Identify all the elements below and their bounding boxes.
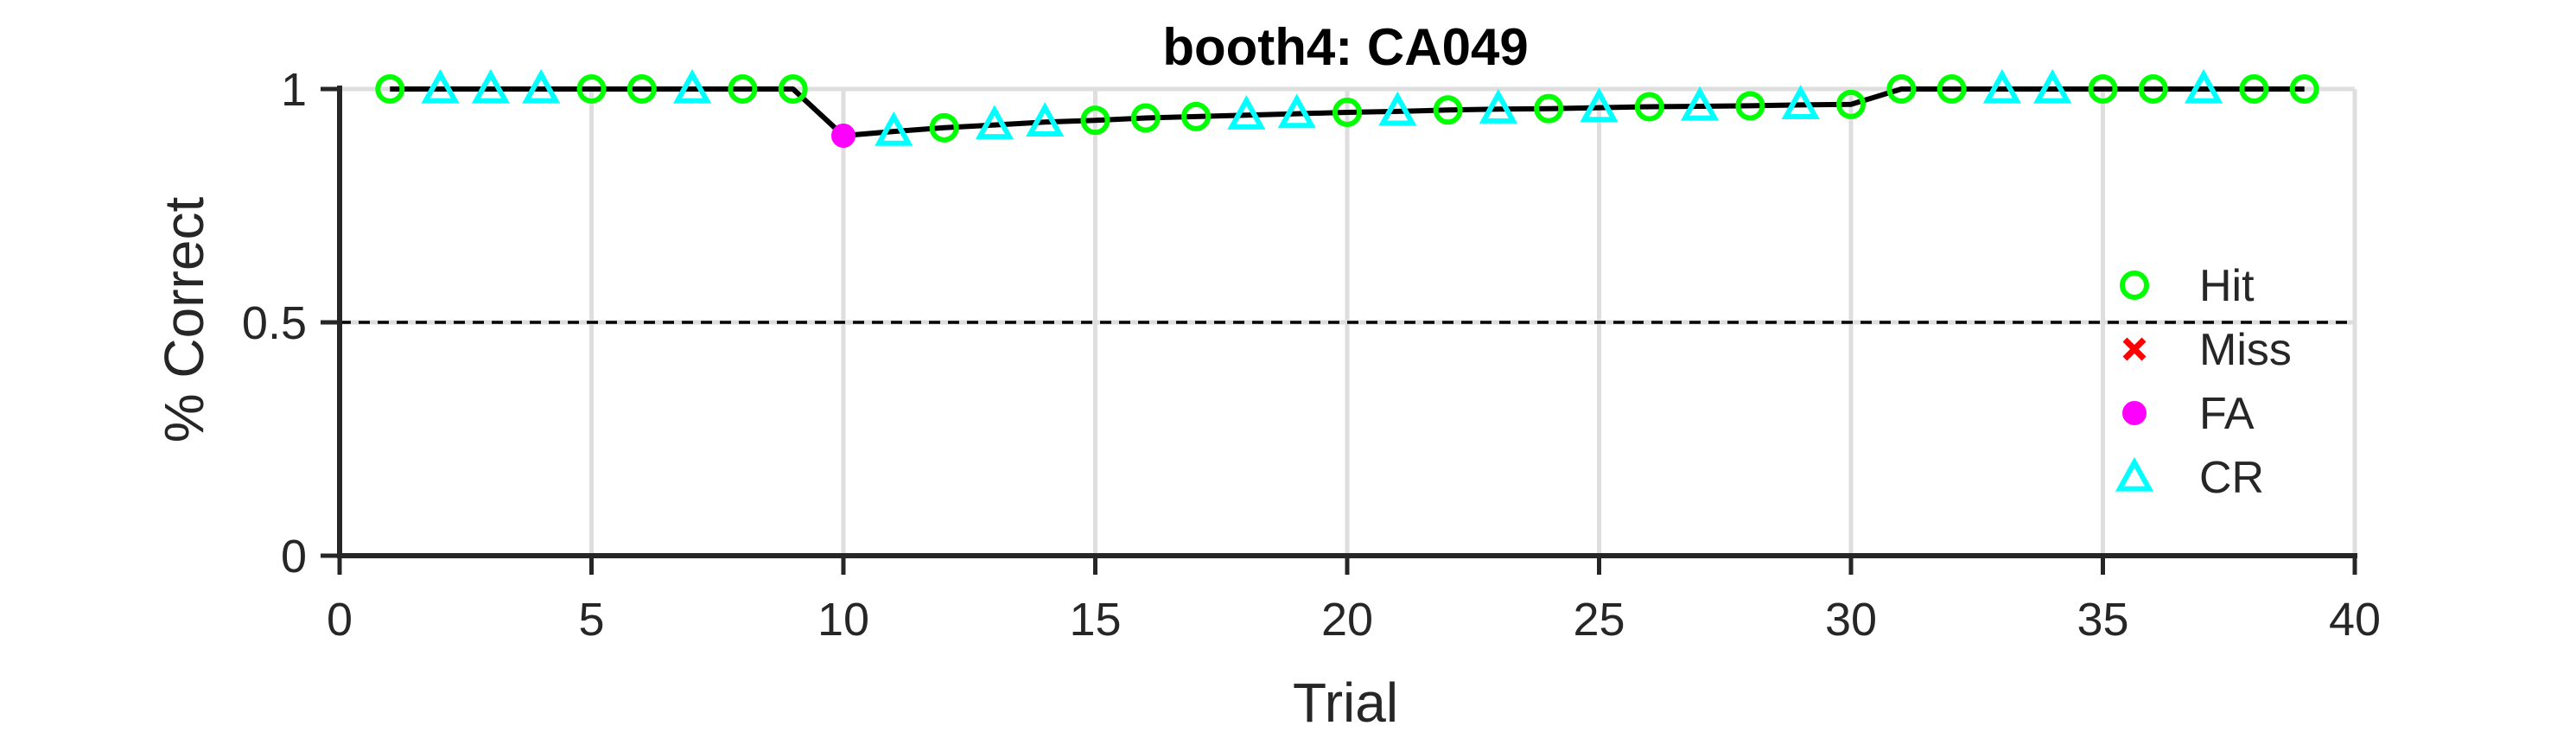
- data-point-hit: [1937, 74, 1967, 104]
- data-point-cr: [1479, 89, 1517, 124]
- y-tick-label: 1: [281, 64, 307, 116]
- data-point-hit: [778, 74, 808, 104]
- data-point-cr: [875, 111, 913, 146]
- data-point-hit: [1130, 103, 1161, 133]
- data-point-hit: [929, 112, 959, 143]
- data-point-hit: [1181, 101, 1212, 131]
- data-point-hit: [2138, 74, 2168, 104]
- legend-marker-miss: [2122, 337, 2147, 361]
- data-point-hit: [576, 74, 607, 104]
- data-point-hit: [1080, 105, 1110, 136]
- data-point-hit: [2239, 74, 2269, 104]
- legend-label-miss: Miss: [2199, 325, 2292, 375]
- chart-title: booth4: CA049: [1162, 18, 1528, 76]
- x-tick-label: 0: [327, 594, 353, 646]
- x-tick-label: 35: [2077, 594, 2128, 646]
- data-point-hit: [1634, 92, 1664, 122]
- x-tick-label: 25: [1573, 594, 1625, 646]
- series-line: [390, 86, 2305, 138]
- legend-label-cr: CR: [2199, 453, 2264, 503]
- data-point-cr: [2033, 68, 2072, 104]
- data-point-hit: [1886, 74, 1917, 104]
- x-tick-label: 20: [1321, 594, 1373, 646]
- data-point-hit: [1836, 89, 1866, 119]
- data-point-cr: [522, 68, 561, 104]
- x-axis-label: Trial: [1293, 672, 1398, 732]
- data-point-hit: [2289, 74, 2319, 104]
- data-point-hit: [728, 74, 758, 104]
- data-point-hit: [1735, 91, 1765, 121]
- data-point-cr: [1781, 85, 1820, 119]
- data-points: [375, 68, 2319, 148]
- legend-label-fa: FA: [2199, 389, 2255, 439]
- y-axis-label: % Correct: [153, 197, 215, 443]
- legend-marker-cr: [2115, 456, 2154, 492]
- data-point-cr: [975, 105, 1014, 140]
- data-point-cr: [1227, 95, 1266, 130]
- legend: Hit Miss FA CR: [2115, 261, 2292, 503]
- axes: [321, 86, 2357, 575]
- x-tick-label: 15: [1069, 594, 1121, 646]
- x-tick-label: 10: [817, 594, 869, 646]
- data-point-hit: [1433, 95, 1463, 125]
- data-point-hit: [2088, 74, 2118, 104]
- data-point-cr: [471, 68, 510, 104]
- tick-labels: 0 5 10 15 20 25 30 35 40 0 0.5 1: [242, 64, 2381, 646]
- data-point-hit: [627, 74, 657, 104]
- legend-label-hit: Hit: [2199, 261, 2255, 311]
- data-point-hit: [1333, 98, 1362, 127]
- data-point-cr: [1580, 87, 1619, 123]
- x-tick-label: 30: [1825, 594, 1877, 646]
- legend-marker-hit: [2120, 271, 2149, 300]
- x-tick-label: 5: [578, 594, 604, 646]
- data-point-cr: [1277, 93, 1316, 129]
- data-point-cr: [421, 68, 460, 104]
- data-point-fa: [831, 124, 855, 148]
- data-point-cr: [673, 68, 712, 104]
- legend-marker-fa: [2122, 401, 2147, 425]
- data-point-cr: [1681, 86, 1720, 121]
- data-point-hit: [1534, 93, 1564, 124]
- data-point-cr: [1378, 91, 1417, 126]
- y-tick-label: 0: [281, 531, 307, 582]
- data-point-cr: [1982, 68, 2021, 104]
- x-tick-label: 40: [2329, 594, 2381, 646]
- performance-line: [390, 86, 2305, 138]
- data-point-cr: [1026, 102, 1065, 137]
- data-point-cr: [2185, 68, 2223, 104]
- y-tick-label: 0.5: [242, 297, 307, 349]
- data-point-hit: [375, 74, 405, 104]
